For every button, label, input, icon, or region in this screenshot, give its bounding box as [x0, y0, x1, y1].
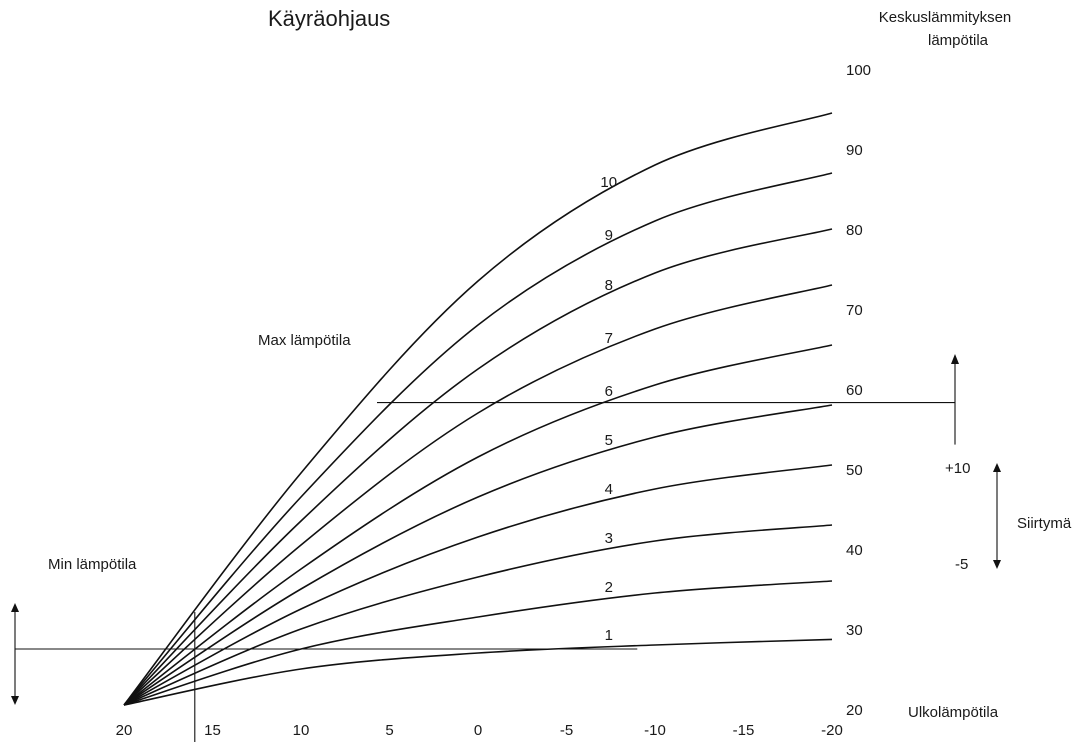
curve-2: [123, 580, 833, 706]
curve-labels: 1 2 3 4 5 6 7 8 9 10: [600, 174, 617, 644]
curve-10: [123, 112, 833, 706]
x-tick-labels: 20 15 10 5 0 -5 -10 -15 -20: [116, 722, 843, 739]
shift-minus-label: -5: [955, 556, 968, 573]
curve-7: [123, 284, 833, 706]
curve-label: 5: [605, 432, 613, 449]
curve-4: [123, 464, 833, 706]
y-tick-label: 80: [846, 222, 863, 239]
curve-3: [123, 524, 833, 706]
x-tick-label: 20: [116, 722, 133, 739]
y-tick-label: 20: [846, 702, 863, 719]
y-tick-labels: 20 30 40 50 60 70 80 90 100: [846, 62, 871, 719]
y-tick-label: 60: [846, 382, 863, 399]
x-tick-label: 15: [204, 722, 221, 739]
x-tick-label: 0: [474, 722, 482, 739]
x-tick-label: -10: [644, 722, 666, 739]
x-axis-label: Ulkolämpötila: [908, 704, 999, 721]
curve-9: [123, 172, 833, 706]
min-temperature-label: Min lämpötila: [48, 556, 137, 573]
y-tick-label: 50: [846, 462, 863, 479]
curve-label: 2: [605, 579, 613, 596]
reference-lines: [11, 354, 1001, 742]
y-tick-label: 30: [846, 622, 863, 639]
curve-label: 7: [605, 330, 613, 347]
curve-label: 9: [605, 227, 613, 244]
x-tick-label: -5: [560, 722, 573, 739]
x-tick-label: -20: [821, 722, 843, 739]
up-arrow-icon: [993, 463, 1001, 472]
y-tick-label: 40: [846, 542, 863, 559]
y-tick-label: 70: [846, 302, 863, 319]
down-arrow-icon: [11, 696, 19, 705]
x-tick-label: 5: [385, 722, 393, 739]
down-arrow-icon: [993, 560, 1001, 569]
curve-label: 3: [605, 530, 613, 547]
y-axis-label-line-1: Keskuslämmityksen: [879, 9, 1012, 26]
curve-6: [123, 344, 833, 706]
x-tick-label: -15: [733, 722, 755, 739]
curve-label: 8: [605, 277, 613, 294]
x-tick-label: 10: [293, 722, 310, 739]
y-tick-label: 100: [846, 62, 871, 79]
curve-label: 1: [605, 627, 613, 644]
curve-label: 10: [600, 174, 617, 191]
shift-plus-label: +10: [945, 460, 970, 477]
curve-8: [123, 228, 833, 706]
curve-5: [123, 404, 833, 706]
chart-title: Käyräohjaus: [268, 6, 390, 31]
curve-label: 6: [605, 383, 613, 400]
curve-label: 4: [605, 481, 613, 498]
curve-1: [123, 638, 833, 706]
y-tick-label: 90: [846, 142, 863, 159]
shift-label: Siirtymä: [1017, 515, 1072, 532]
up-arrow-icon: [11, 603, 19, 612]
y-axis-label-line-2: lämpötila: [928, 32, 989, 49]
up-arrow-icon: [951, 354, 959, 364]
max-temperature-label: Max lämpötila: [258, 332, 351, 349]
heating-curves: [123, 112, 833, 706]
